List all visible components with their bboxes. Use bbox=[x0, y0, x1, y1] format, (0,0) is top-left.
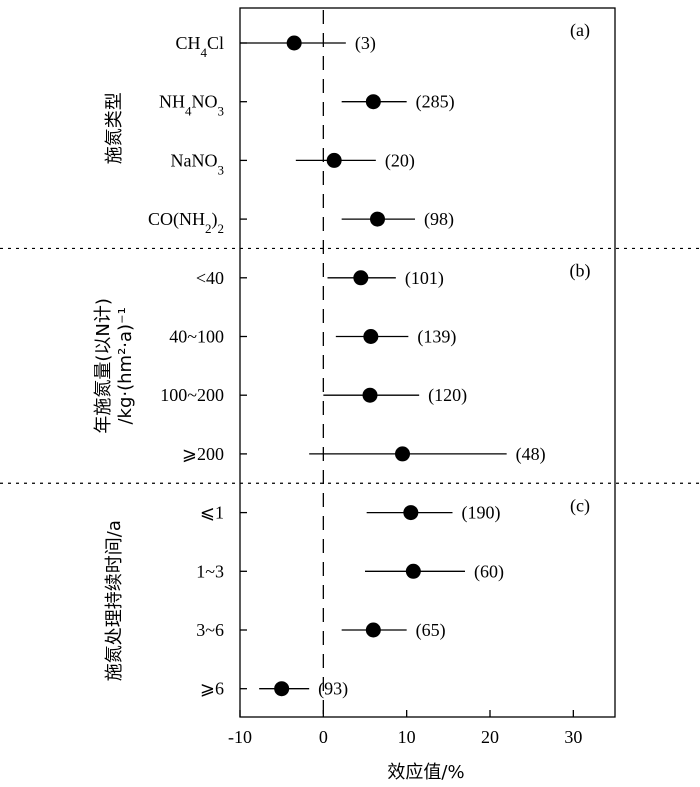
effect-point bbox=[274, 681, 290, 697]
row-label: NH4NO3 bbox=[159, 92, 224, 119]
row-label: ⩾6 bbox=[200, 679, 224, 699]
row-label: 100~200 bbox=[160, 385, 224, 405]
sample-size-label: (93) bbox=[318, 679, 348, 700]
row-label: 3~6 bbox=[196, 620, 224, 640]
sample-size-label: (3) bbox=[355, 33, 376, 54]
row-label: CO(NH2)2 bbox=[148, 209, 224, 236]
effect-point bbox=[365, 94, 381, 110]
effect-point bbox=[403, 505, 419, 521]
x-axis-label: 效应值/% bbox=[387, 762, 464, 783]
effect-point bbox=[326, 152, 342, 168]
effect-point bbox=[395, 446, 410, 462]
sample-size-label: (60) bbox=[474, 561, 504, 582]
sample-size-label: (190) bbox=[462, 503, 501, 524]
row-label: ⩽1 bbox=[200, 503, 224, 523]
effect-point bbox=[286, 35, 302, 51]
sample-size-label: (285) bbox=[416, 92, 455, 113]
x-tick-label: 30 bbox=[564, 727, 582, 747]
x-tick-label: 10 bbox=[398, 727, 416, 747]
x-tick-label: 20 bbox=[481, 727, 499, 747]
sample-size-label: (98) bbox=[424, 209, 454, 230]
effect-point bbox=[362, 387, 378, 403]
sample-size-label: (20) bbox=[385, 150, 415, 171]
group-label: 年施氮量(以N计) bbox=[93, 298, 114, 434]
x-tick-label: -10 bbox=[228, 727, 252, 747]
effect-point bbox=[353, 270, 369, 286]
group-label: /kg·(hm²·a)⁻¹ bbox=[115, 307, 136, 424]
row-label: ⩾200 bbox=[182, 444, 224, 464]
x-tick-label: 0 bbox=[319, 727, 328, 747]
row-label: <40 bbox=[196, 268, 224, 288]
panel-tag: (a) bbox=[570, 20, 590, 41]
plot-frame bbox=[239, 7, 616, 718]
row-label: 1~3 bbox=[196, 561, 224, 581]
panel-tag: (c) bbox=[570, 495, 590, 516]
sample-size-label: (65) bbox=[416, 620, 446, 641]
row-label: CH4Cl bbox=[175, 33, 224, 60]
group-label: 施氮处理持续时间/a bbox=[104, 520, 125, 681]
group-label: 施氮类型 bbox=[104, 92, 125, 164]
effect-point bbox=[405, 563, 421, 579]
row-label: NaNO3 bbox=[171, 150, 225, 177]
sample-size-label: (101) bbox=[405, 268, 444, 289]
sample-size-label: (48) bbox=[516, 444, 546, 465]
panel-tag: (b) bbox=[570, 260, 591, 281]
row-label: 40~100 bbox=[169, 327, 224, 347]
sample-size-label: (139) bbox=[417, 327, 456, 348]
effect-point bbox=[370, 211, 385, 227]
effect-point bbox=[365, 622, 381, 638]
sample-size-label: (120) bbox=[428, 385, 467, 406]
effect-point bbox=[363, 329, 379, 344]
